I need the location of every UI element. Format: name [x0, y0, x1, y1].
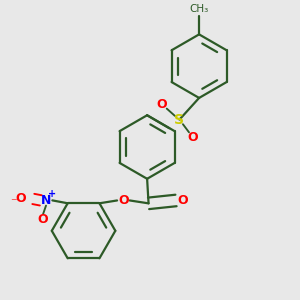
Text: O: O — [118, 194, 129, 207]
Text: O: O — [177, 194, 188, 207]
Text: +: + — [48, 189, 56, 199]
Text: S: S — [175, 112, 184, 127]
Text: ⁻: ⁻ — [11, 196, 17, 209]
Text: CH₃: CH₃ — [190, 4, 209, 14]
Text: O: O — [156, 98, 167, 111]
Text: O: O — [38, 213, 48, 226]
Text: N: N — [41, 194, 51, 207]
Text: O: O — [187, 131, 198, 144]
Text: O: O — [15, 192, 26, 206]
